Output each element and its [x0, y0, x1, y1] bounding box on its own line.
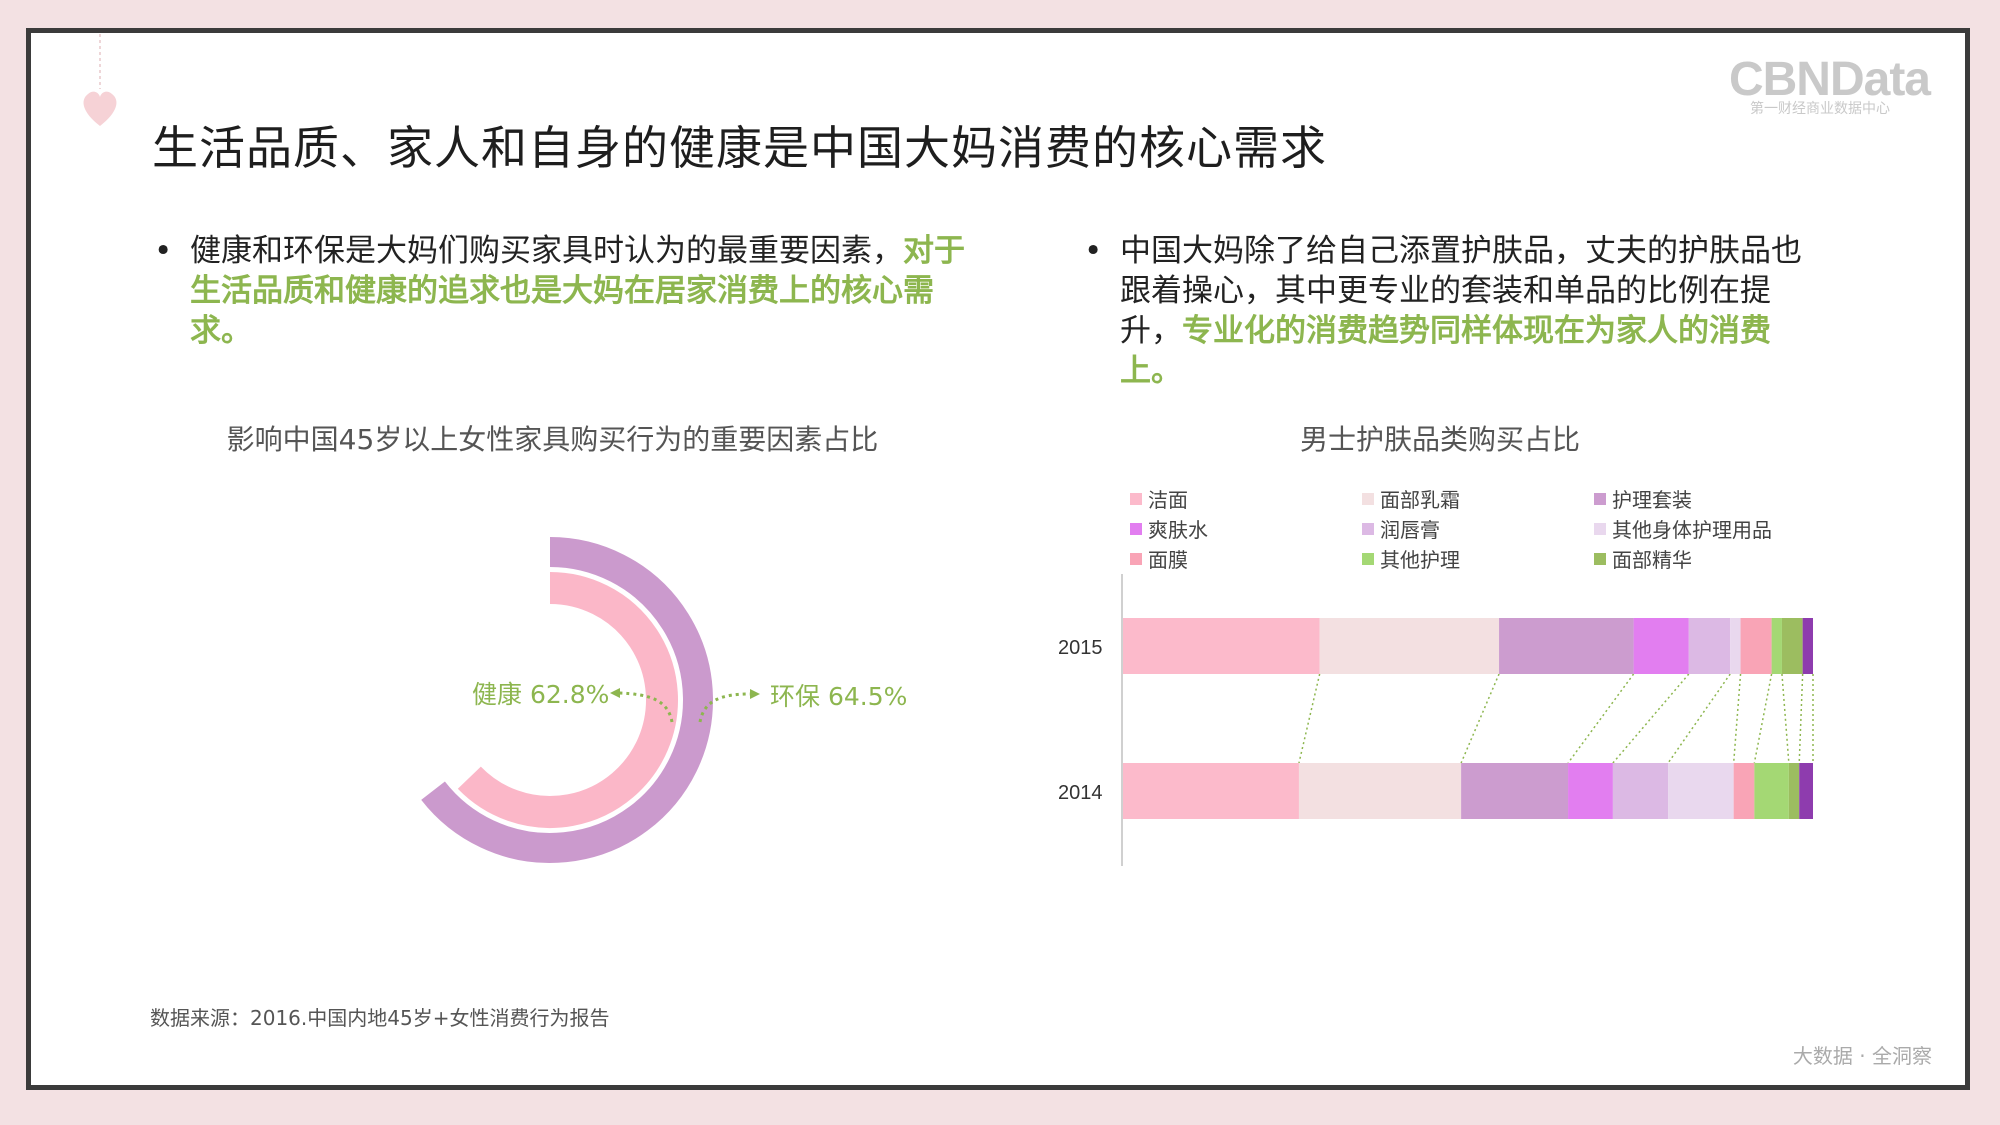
legend-label: 其他护理 — [1380, 548, 1460, 572]
label-arrows — [610, 688, 760, 723]
bar-segment-2014-其他身体护理用品 — [1668, 763, 1734, 819]
legend-item: 护理套装 — [1594, 484, 1830, 513]
year-label-2014: 2014 — [1058, 782, 1103, 804]
legend-swatch — [1362, 492, 1374, 505]
connector-line — [1732, 673, 1742, 764]
bar-segment-2015-面部精华 — [1781, 618, 1803, 674]
logo-subtitle: 第一财经商业数据中心 — [1750, 101, 1890, 117]
connector-line — [1798, 673, 1804, 764]
left-bullet-highlight: 对于生活品质和健康的追求也是大妈在居家消费上的核心需求。 — [190, 233, 965, 349]
right-bullet: • 中国大妈除了给自己添置护肤品，丈夫的护肤品也跟着操心，其中更专业的套装和单品… — [1084, 231, 1825, 391]
bar-segment-2015-其他 — [1802, 618, 1813, 674]
bar-segment-2015-润唇膏 — [1688, 618, 1731, 674]
legend-item: 面部乳霜 — [1362, 484, 1594, 513]
bar-segment-2014-其他护理 — [1754, 763, 1789, 819]
legend-swatch — [1130, 522, 1142, 535]
left-bullet: • 健康和环保是大妈们购买家具时认为的最重要因素，对于生活品质和健康的追求也是大… — [154, 231, 970, 351]
legend-swatch — [1362, 552, 1374, 565]
connector-line — [1781, 673, 1790, 764]
donut-arc-环保 — [421, 537, 713, 863]
legend-item: 面膜 — [1130, 544, 1362, 573]
right-bullet-text: 中国大妈除了给自己添置护肤品，丈夫的护肤品也跟着操心，其中更专业的套装和单品的比… — [1120, 233, 1802, 349]
heart-ornament-icon — [83, 34, 117, 126]
health-arrow-icon — [617, 691, 674, 723]
bar-segment-2015-护理套装 — [1499, 618, 1634, 674]
bar-segment-2015-其他护理 — [1771, 618, 1782, 674]
legend-swatch — [1130, 492, 1142, 505]
year-label-2015: 2015 — [1058, 637, 1103, 659]
bar-segment-2015-面部乳霜 — [1319, 618, 1500, 674]
bar-segment-2015-其他身体护理用品 — [1730, 618, 1741, 674]
donut-chart-title: 影响中国45岁以上女性家具购买行为的重要因素占比 — [226, 423, 879, 456]
right-bullet-highlight: 专业化的消费趋势同样体现在为家人的消费上。 — [1120, 313, 1771, 389]
data-source: 数据来源：2016.中国内地45岁+女性消费行为报告 — [150, 1006, 610, 1030]
connector-line — [1567, 673, 1635, 764]
bar-segment-2015-爽肤水 — [1633, 618, 1689, 674]
legend-swatch — [1594, 522, 1606, 535]
bar-segment-2015-洁面 — [1123, 618, 1320, 674]
legend-label: 面膜 — [1148, 548, 1188, 572]
legend-item: 润唇膏 — [1362, 514, 1594, 543]
page-title: 生活品质、家人和自身的健康是中国大妈消费的核心需求 — [152, 121, 1327, 175]
donut-chart — [421, 537, 713, 863]
legend-item: 爽肤水 — [1130, 514, 1362, 543]
connector-line — [1460, 673, 1500, 764]
bar-chart-title: 男士护肤品类购买占比 — [1299, 423, 1580, 456]
bar-segment-2014-其他 — [1799, 763, 1813, 819]
legend-item: 洁面 — [1130, 484, 1362, 513]
legend-item: 其他护理 — [1362, 544, 1594, 573]
bar-segment-2015-面膜 — [1740, 618, 1772, 674]
connector-line — [1667, 673, 1731, 764]
legend-item: 面部精华 — [1594, 544, 1830, 573]
bullet-dot: • — [154, 233, 173, 269]
eco-data-label: 环保 64.5% — [770, 682, 908, 711]
legend-item: 其他身体护理用品 — [1594, 514, 1830, 543]
left-bullet-text: 健康和环保是大妈们购买家具时认为的最重要因素， — [190, 233, 903, 269]
eco-arrowhead-icon — [750, 689, 760, 699]
bar-segment-2014-面膜 — [1733, 763, 1755, 819]
bar-segment-2014-护理套装 — [1461, 763, 1569, 819]
legend-label: 护理套装 — [1612, 488, 1692, 512]
connector-line — [1298, 673, 1321, 764]
legend-swatch — [1130, 552, 1142, 565]
eco-arrow-icon — [698, 692, 751, 723]
bar-segment-2014-面部精华 — [1788, 763, 1800, 819]
legend-label: 洁面 — [1148, 488, 1188, 512]
bullet-dot: • — [1084, 233, 1103, 269]
stacked-bar-chart — [1121, 574, 1814, 866]
legend-label: 其他身体护理用品 — [1612, 518, 1772, 542]
health-data-label: 健康 62.8% — [472, 680, 610, 709]
legend-label: 面部乳霜 — [1380, 488, 1460, 512]
legend-swatch — [1594, 492, 1606, 505]
legend-label: 爽肤水 — [1148, 518, 1208, 542]
logo: CBNData — [1728, 53, 1931, 106]
bar-segment-2014-洁面 — [1123, 763, 1299, 819]
slide-frame — [26, 28, 1970, 1090]
legend-swatch — [1362, 522, 1374, 535]
legend-swatch — [1594, 552, 1606, 565]
bar-legend: 洁面 面部乳霜 护理套装爽肤水 润唇膏 其他身体护理用品面膜 其他护理 面部精华 — [1130, 484, 1830, 573]
bar-segment-2014-润唇膏 — [1612, 763, 1669, 819]
health-arrowhead-icon — [610, 688, 620, 698]
bar-segment-2014-爽肤水 — [1568, 763, 1613, 819]
bar-segment-2014-面部乳霜 — [1298, 763, 1462, 819]
connector-line — [1753, 673, 1773, 764]
legend-label: 面部精华 — [1612, 548, 1692, 572]
legend-label: 润唇膏 — [1380, 518, 1440, 542]
donut-arc-健康 — [457, 572, 678, 828]
footer-tagline: 大数据 · 全洞察 — [1792, 1044, 1932, 1068]
